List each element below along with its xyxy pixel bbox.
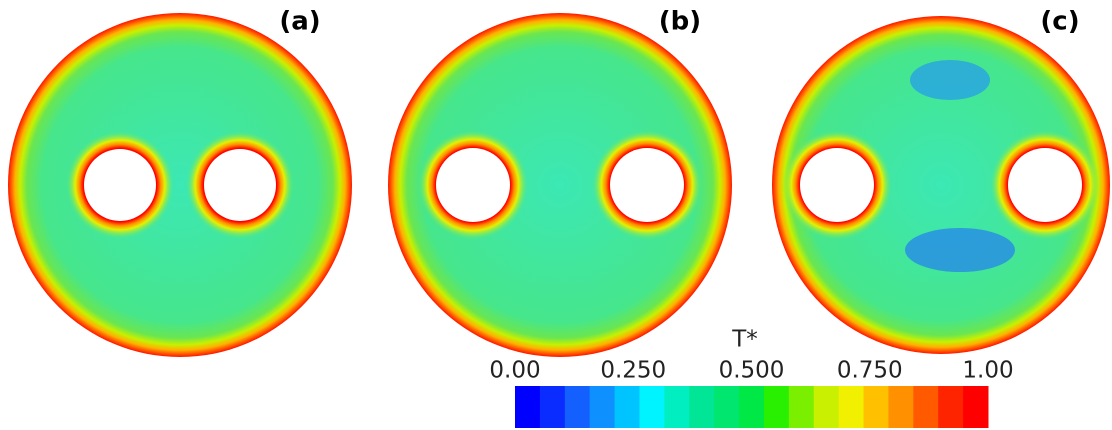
colorbar-segment xyxy=(788,386,815,428)
cylinder xyxy=(610,148,684,222)
colorbar-segment xyxy=(589,386,616,428)
panel-c: (c) xyxy=(772,7,1110,354)
colorbar-segment xyxy=(664,386,690,428)
cylinder xyxy=(204,149,276,221)
colorbar-segment xyxy=(639,386,665,428)
colorbar-segment xyxy=(689,386,715,428)
colorbar-tick-label: 0.250 xyxy=(600,358,666,384)
colorbar-segment xyxy=(863,386,889,428)
colorbar-segment xyxy=(739,386,765,428)
domain xyxy=(8,13,352,357)
domain xyxy=(388,13,732,357)
colorbar-tick-label: 0.00 xyxy=(489,358,540,384)
panel-a: (a) xyxy=(8,7,352,357)
colorbar-segment xyxy=(714,386,740,428)
colorbar-segment xyxy=(515,386,541,428)
cylinder xyxy=(1008,148,1082,222)
colorbar-segment xyxy=(763,386,790,428)
colorbar-segment xyxy=(614,386,640,428)
colorbar: T* 0.00 0.250 0.500 0.750 1.00 xyxy=(489,327,1014,428)
cylinder xyxy=(800,148,874,222)
colorbar-segment xyxy=(963,386,989,428)
colorbar-title: T* xyxy=(731,327,758,353)
panel-label: (b) xyxy=(659,7,701,37)
cylinder xyxy=(84,149,156,221)
colorbar-segment xyxy=(813,386,840,428)
cold-region xyxy=(910,60,990,100)
domain xyxy=(772,16,1110,354)
colorbar-segment xyxy=(938,386,964,428)
colorbar-tick-label: 0.750 xyxy=(837,358,903,384)
colorbar-segment xyxy=(913,386,939,428)
colorbar-tick-label: 0.500 xyxy=(719,358,785,384)
colorbar-segment xyxy=(539,386,566,428)
colorbar-segment xyxy=(838,386,865,428)
panel-b: (b) xyxy=(388,7,732,357)
panel-label: (c) xyxy=(1040,7,1079,37)
colorbar-tick-label: 1.00 xyxy=(962,358,1013,384)
cylinder xyxy=(436,148,510,222)
cold-region xyxy=(905,228,1015,272)
panel-label: (a) xyxy=(279,7,320,37)
colorbar-segment xyxy=(564,386,591,428)
colorbar-segment xyxy=(888,386,914,428)
